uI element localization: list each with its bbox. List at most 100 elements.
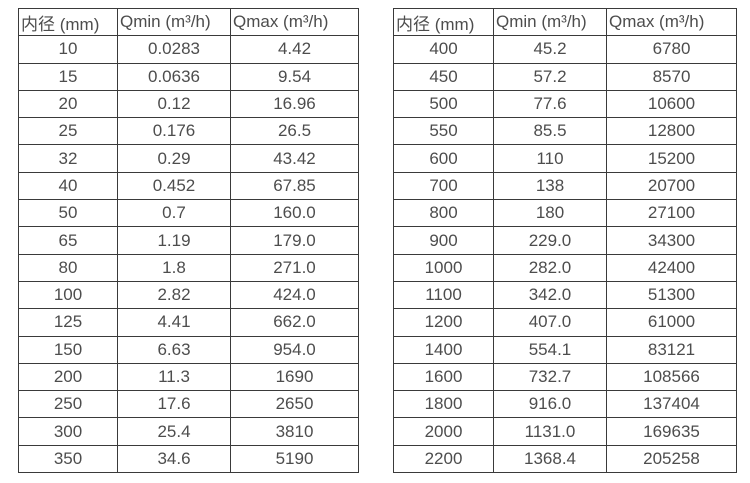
table-cell: 2.82	[117, 280, 231, 310]
table-row: 32 0.29 43.42	[18, 144, 359, 173]
header-qmax: Qmax (m³/h)	[230, 7, 359, 37]
flow-rate-specification-page: 内径 (mm) Qmin (m³/h) Qmax (m³/h) 10 0.0283…	[18, 7, 737, 474]
table-cell: 125	[18, 308, 118, 337]
table-header-row: 内径 (mm) Qmin (m³/h) Qmax (m³/h)	[393, 7, 737, 37]
table-row: 600 110 15200	[393, 144, 737, 173]
table-body: 10 0.0283 4.42 15 0.0636 9.54 20 0.12 16.96 25 0.1…	[18, 35, 359, 474]
table-cell: 25.4	[117, 417, 231, 446]
table-cell: 732.7	[493, 362, 607, 392]
table-cell: 20	[18, 89, 118, 119]
table-cell: 954.0	[230, 335, 359, 364]
table-cell: 1690	[230, 362, 359, 392]
table-cell: 0.0283	[117, 35, 231, 64]
table-cell: 12800	[606, 117, 737, 146]
table-cell: 138	[493, 171, 607, 201]
table-cell: 200	[18, 362, 118, 392]
table-row: 10 0.0283 4.42	[18, 35, 359, 64]
table-cell: 282.0	[493, 253, 607, 282]
table-cell: 1200	[393, 308, 494, 337]
table-cell: 0.7	[117, 199, 231, 228]
table-cell: 0.452	[117, 171, 231, 201]
table-row: 50 0.7 160.0	[18, 199, 359, 228]
table-cell: 550	[393, 117, 494, 146]
table-row: 15 0.0636 9.54	[18, 62, 359, 91]
table-cell: 916.0	[493, 390, 607, 419]
table-cell: 42400	[606, 253, 737, 282]
table-cell: 500	[393, 89, 494, 119]
table-cell: 5190	[230, 444, 359, 474]
table-cell: 50	[18, 199, 118, 228]
table-cell: 600	[393, 144, 494, 173]
table-cell: 350	[18, 444, 118, 474]
table-row: 700 138 20700	[393, 171, 737, 201]
table-cell: 110	[493, 144, 607, 173]
table-row: 1800 916.0 137404	[393, 390, 737, 419]
table-row: 125 4.41 662.0	[18, 308, 359, 337]
table-row: 80 1.8 271.0	[18, 253, 359, 282]
table-row: 2000 1131.0 169635	[393, 417, 737, 446]
table-row: 550 85.5 12800	[393, 117, 737, 146]
table-row: 25 0.176 26.5	[18, 117, 359, 146]
table-cell: 6.63	[117, 335, 231, 364]
table-cell: 57.2	[493, 62, 607, 91]
table-body: 400 45.2 6780 450 57.2 8570 500 77.6 10600 550 85.…	[393, 35, 737, 474]
table-row: 300 25.4 3810	[18, 417, 359, 446]
table-cell: 16.96	[230, 89, 359, 119]
table-cell: 169635	[606, 417, 737, 446]
table-cell: 1131.0	[493, 417, 607, 446]
table-cell: 1000	[393, 253, 494, 282]
table-cell: 700	[393, 171, 494, 201]
table-cell: 51300	[606, 280, 737, 310]
table-row: 250 17.6 2650	[18, 390, 359, 419]
table-cell: 15	[18, 62, 118, 91]
table-cell: 0.12	[117, 89, 231, 119]
table-cell: 40	[18, 171, 118, 201]
flow-table-large-diameters: 内径 (mm) Qmin (m³/h) Qmax (m³/h) 400 45.2 6…	[393, 7, 737, 474]
table-row: 800 180 27100	[393, 199, 737, 228]
header-inner-diameter: 内径 (mm)	[18, 7, 118, 37]
table-cell: 65	[18, 226, 118, 255]
table-cell: 1100	[393, 280, 494, 310]
table-cell: 150	[18, 335, 118, 364]
table-cell: 9.54	[230, 62, 359, 91]
table-row: 100 2.82 424.0	[18, 280, 359, 310]
table-cell: 1400	[393, 335, 494, 364]
table-cell: 407.0	[493, 308, 607, 337]
table-cell: 160.0	[230, 199, 359, 228]
table-cell: 45.2	[493, 35, 607, 64]
table-row: 1200 407.0 61000	[393, 308, 737, 337]
table-row: 40 0.452 67.85	[18, 171, 359, 201]
table-cell: 1368.4	[493, 444, 607, 474]
table-cell: 0.176	[117, 117, 231, 146]
table-cell: 108566	[606, 362, 737, 392]
table-cell: 1.8	[117, 253, 231, 282]
table-row: 1100 342.0 51300	[393, 280, 737, 310]
table-cell: 1600	[393, 362, 494, 392]
table-row: 400 45.2 6780	[393, 35, 737, 64]
table-cell: 34300	[606, 226, 737, 255]
table-row: 150 6.63 954.0	[18, 335, 359, 364]
flow-table-small-diameters: 内径 (mm) Qmin (m³/h) Qmax (m³/h) 10 0.0283…	[18, 7, 359, 474]
table-cell: 25	[18, 117, 118, 146]
table-cell: 4.42	[230, 35, 359, 64]
table-row: 900 229.0 34300	[393, 226, 737, 255]
table-row: 1600 732.7 108566	[393, 362, 737, 392]
table-cell: 450	[393, 62, 494, 91]
table-cell: 300	[18, 417, 118, 446]
table-cell: 67.85	[230, 171, 359, 201]
table-cell: 0.29	[117, 144, 231, 173]
table-row: 200 11.3 1690	[18, 362, 359, 392]
table-cell: 61000	[606, 308, 737, 337]
table-cell: 27100	[606, 199, 737, 228]
table-cell: 4.41	[117, 308, 231, 337]
table-cell: 6780	[606, 35, 737, 64]
table-cell: 0.0636	[117, 62, 231, 91]
table-row: 350 34.6 5190	[18, 444, 359, 474]
table-cell: 2200	[393, 444, 494, 474]
table-cell: 900	[393, 226, 494, 255]
table-cell: 800	[393, 199, 494, 228]
table-cell: 83121	[606, 335, 737, 364]
table-cell: 3810	[230, 417, 359, 446]
table-row: 500 77.6 10600	[393, 89, 737, 119]
table-row: 2200 1368.4 205258	[393, 444, 737, 474]
